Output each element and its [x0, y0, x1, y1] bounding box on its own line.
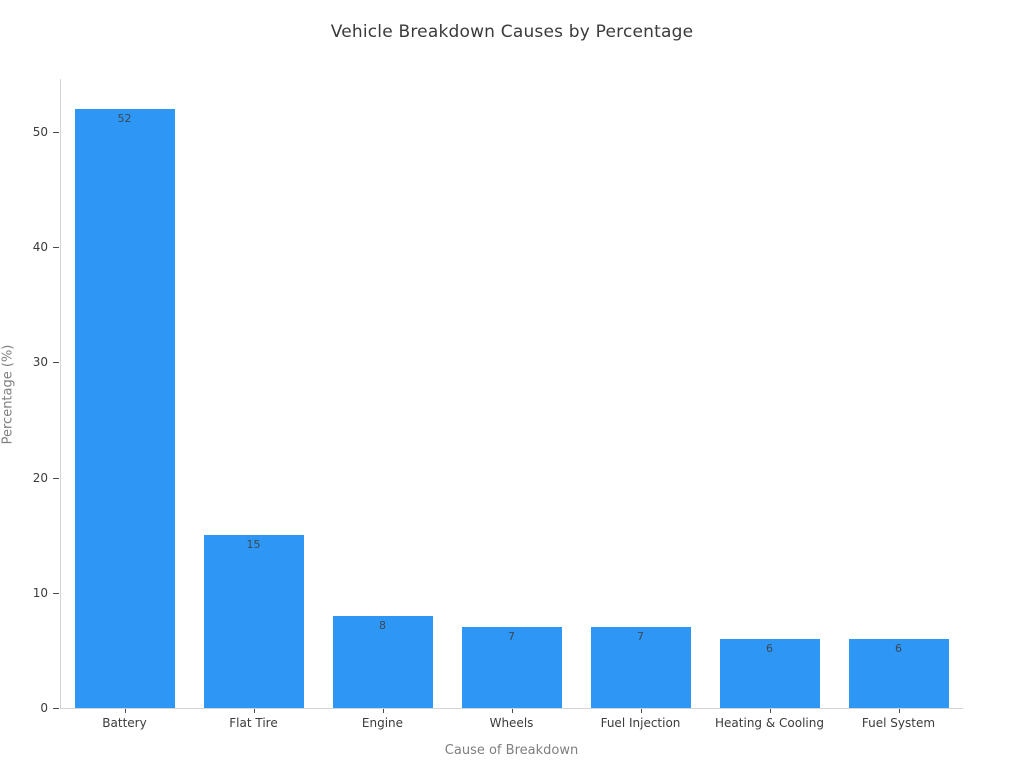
y-tick-mark: [53, 477, 59, 479]
y-axis-title: Percentage (%): [0, 344, 16, 445]
x-tick-mark: [382, 709, 384, 713]
y-tick-label-0: 0: [40, 701, 48, 715]
y-tick-label-20: 20: [32, 470, 48, 485]
y-tick-mark: [53, 592, 59, 594]
y-tick-label-30: 30: [32, 355, 48, 370]
y-tick-label-10: 10: [32, 585, 48, 600]
x-tick-mark: [640, 709, 642, 713]
bar-fuel-injection: 7: [590, 627, 691, 708]
bar-battery: 52: [74, 108, 175, 708]
y-tick-label-40: 40: [32, 240, 48, 255]
bar-value-label: 8: [379, 618, 386, 632]
x-axis-title: Cause of Breakdown: [444, 743, 579, 758]
x-tick-label-fuel-injection: Fuel Injection: [600, 716, 681, 730]
x-tick-label-wheels: Wheels: [489, 716, 534, 730]
bar-fuel-system: 6: [848, 638, 949, 708]
x-tick-label-heating-cooling: Heating & Cooling: [715, 716, 824, 730]
y-tick-mark: [53, 247, 59, 249]
x-tick-mark: [511, 709, 513, 713]
bar-wheels: 7: [461, 627, 562, 708]
x-tick-mark: [769, 709, 771, 713]
bar-flat-tire: 15: [203, 535, 304, 708]
bar-value-label: 52: [117, 111, 132, 125]
y-tick-label-50: 50: [32, 124, 48, 139]
chart-title: Vehicle Breakdown Causes by Percentage: [330, 22, 694, 42]
x-tick-label-fuel-system: Fuel System: [861, 716, 936, 730]
bar-value-label: 15: [246, 538, 261, 552]
x-tick-mark: [253, 709, 255, 713]
x-tick-label-engine: Engine: [361, 716, 404, 730]
bar-value-label: 7: [637, 630, 644, 644]
x-tick-label-battery: Battery: [102, 716, 147, 730]
x-tick-mark: [124, 709, 126, 713]
bar-value-label: 7: [508, 630, 515, 644]
x-tick-label-flat-tire: Flat Tire: [229, 716, 278, 730]
x-tick-mark: [898, 709, 900, 713]
bar-value-label: 6: [895, 641, 902, 655]
bar-value-label: 6: [766, 641, 773, 655]
bar-engine: 8: [332, 615, 433, 708]
y-tick-mark: [53, 708, 59, 709]
bar-heating-cooling: 6: [719, 638, 820, 708]
plot-area: [60, 79, 963, 709]
y-tick-mark: [53, 362, 59, 364]
y-tick-mark: [53, 131, 59, 133]
